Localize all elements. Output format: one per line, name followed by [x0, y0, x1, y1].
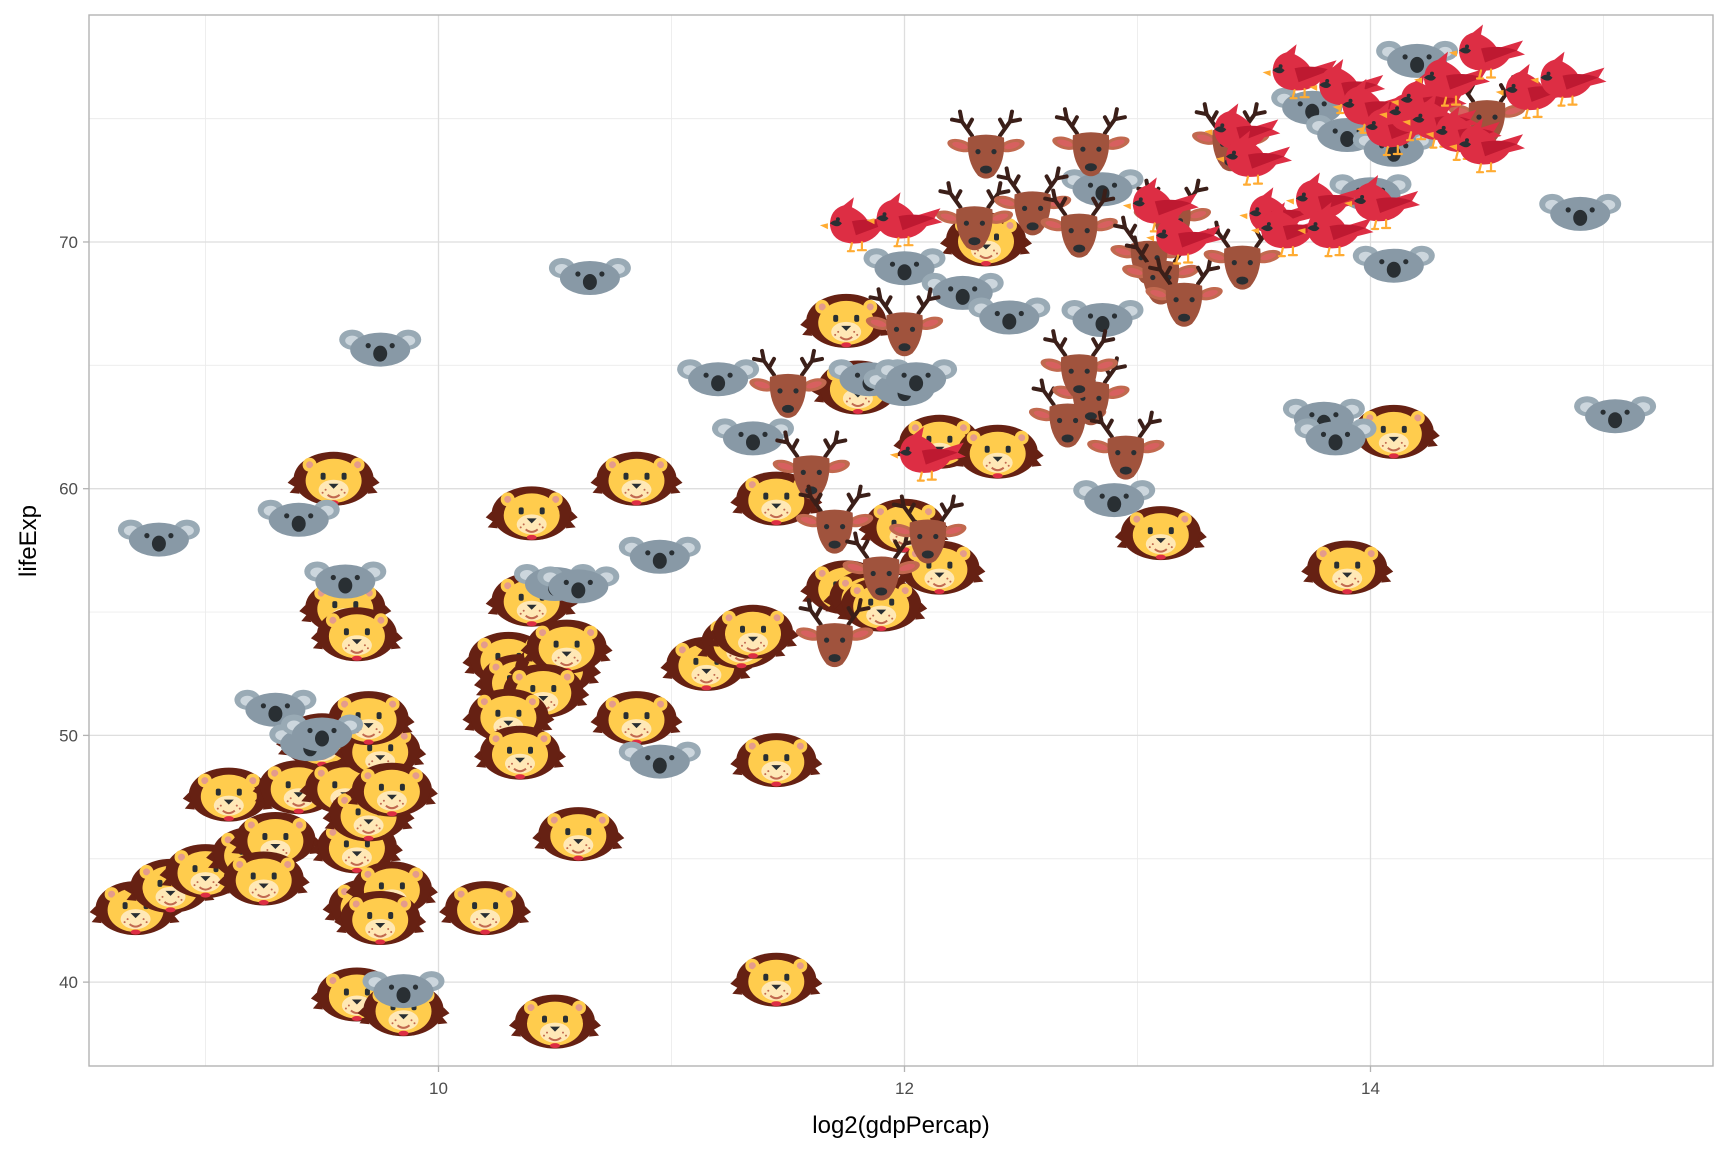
- x-tick-label: 14: [1361, 1079, 1380, 1098]
- panel-border: [88, 14, 1714, 1067]
- y-tick-label: 40: [59, 973, 78, 992]
- y-tick-label: 50: [59, 726, 78, 745]
- x-tick-label: 12: [895, 1079, 914, 1098]
- x-axis-title: log2(gdpPercap): [812, 1112, 989, 1139]
- y-axis-title: lifeExp: [15, 505, 42, 577]
- x-axis-ticks: 10 12 14: [429, 1066, 1380, 1098]
- y-tick-label: 60: [59, 480, 78, 499]
- y-tick-label: 70: [59, 233, 78, 252]
- y-axis-ticks: 40 50 60 70: [59, 233, 89, 992]
- x-tick-label: 10: [429, 1079, 448, 1098]
